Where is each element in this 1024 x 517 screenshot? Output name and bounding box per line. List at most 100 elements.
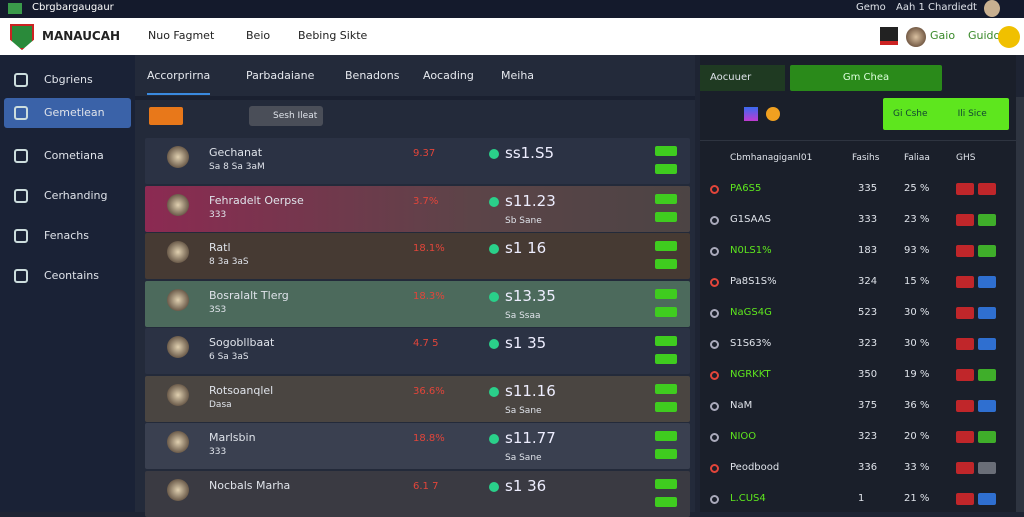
match-row[interactable]: Bosralalt Tlerg 3S3 18.3% s13.35 Sa Ssaa <box>145 280 690 327</box>
logo[interactable]: MANAUCAH <box>42 29 121 43</box>
odds-badge[interactable] <box>956 338 974 350</box>
user-avatar[interactable] <box>906 27 926 47</box>
match-row[interactable]: Marlsbin 333 18.8% s11.77 Sa Sane <box>145 423 690 469</box>
panel-button[interactable]: Gm Chea <box>790 65 942 91</box>
divider <box>135 96 695 100</box>
tab[interactable]: Accorprirna <box>147 55 211 95</box>
sidebar-item[interactable]: Cbgriens <box>44 73 93 86</box>
odds-dot <box>489 434 499 444</box>
badge[interactable] <box>655 449 677 459</box>
odds-badge[interactable] <box>956 276 974 288</box>
action-label[interactable]: Ili Sice <box>957 109 987 119</box>
team-sub: 6 Sa 3aS <box>209 352 249 362</box>
odds: s1 36 <box>505 476 547 495</box>
row-percent: 30 % <box>904 307 930 318</box>
app-icon <box>8 3 22 14</box>
action-button[interactable]: Gi Cshe Ili Sice <box>883 98 1009 130</box>
team-name: Marlsbin <box>209 431 256 444</box>
badge[interactable] <box>655 146 677 156</box>
sidebar-item[interactable]: Gemetlean <box>4 98 131 128</box>
row-percent: 20 % <box>904 431 930 442</box>
match-row[interactable]: Rotsoanqlel Dasa 36.6% s11.16 Sa Sane <box>145 375 690 422</box>
odds-badge[interactable] <box>978 276 996 288</box>
avatar[interactable] <box>984 0 1000 17</box>
odds-note: Sa Ssaa <box>505 310 541 321</box>
team-sub: Sa 8 Sa 3aM <box>209 162 265 172</box>
balance[interactable]: Guido <box>968 29 1001 42</box>
tab[interactable]: Parbadaiane <box>246 69 315 82</box>
sidebar-icon <box>14 73 28 87</box>
badge[interactable] <box>655 241 677 251</box>
sidebar-item[interactable]: Cerhanding <box>44 189 108 202</box>
tab[interactable]: Benadons <box>345 69 400 82</box>
odds-badge[interactable] <box>978 431 996 443</box>
filter-icon[interactable] <box>149 107 183 125</box>
odds-badge[interactable] <box>956 183 974 195</box>
odds-badge[interactable] <box>956 493 974 505</box>
odds-badge[interactable] <box>956 431 974 443</box>
flag[interactable] <box>880 27 898 45</box>
team-avatar <box>167 241 189 263</box>
team-name: Ratl <box>209 241 231 254</box>
badge[interactable] <box>655 164 677 174</box>
badge[interactable] <box>655 496 677 507</box>
odds-badge[interactable] <box>978 183 996 195</box>
badge[interactable] <box>655 288 677 299</box>
odds-badge[interactable] <box>956 307 974 319</box>
badge[interactable] <box>655 401 677 412</box>
odds-badge[interactable] <box>956 369 974 381</box>
badge[interactable] <box>655 354 677 364</box>
badge[interactable] <box>655 211 677 222</box>
odds-badge[interactable] <box>978 462 996 474</box>
team-avatar <box>167 193 189 216</box>
row-value: 350 <box>858 369 878 380</box>
action-label[interactable]: Gi Cshe <box>893 109 928 119</box>
badge[interactable] <box>655 306 677 317</box>
badge[interactable] <box>655 336 677 346</box>
odds-badge[interactable] <box>956 245 974 257</box>
divider <box>700 140 1016 141</box>
badge[interactable] <box>655 193 677 204</box>
nav-link[interactable]: Beio <box>246 29 271 42</box>
sidebar-item[interactable]: Cometiana <box>44 149 104 162</box>
top-link[interactable]: Aah 1 Chardiedt <box>896 2 977 13</box>
odds-badge[interactable] <box>956 214 974 226</box>
scrollbar[interactable] <box>1016 97 1024 512</box>
odds-badge[interactable] <box>978 369 996 381</box>
team-avatar <box>167 431 189 453</box>
odds-badge[interactable] <box>978 338 996 350</box>
odds-badge[interactable] <box>978 214 996 226</box>
sidebar-item[interactable]: Fenachs <box>44 229 89 242</box>
match-row[interactable]: Fehradelt Oerpse 333 3.7% s11.23 Sb Sane <box>145 185 690 232</box>
user-name[interactable]: Gaio <box>930 29 956 42</box>
badge[interactable] <box>655 383 677 394</box>
match-row[interactable]: Gechanat Sa 8 Sa 3aM 9.37 ss1.S5 <box>145 138 690 184</box>
nav-link[interactable]: Nuo Fagmet <box>148 29 215 42</box>
odds-badge[interactable] <box>978 245 996 257</box>
tab[interactable]: Meiha <box>501 69 535 82</box>
team-avatar <box>167 336 189 358</box>
coin[interactable] <box>998 26 1020 48</box>
odds-badge[interactable] <box>978 307 996 319</box>
team-name: Nocbals Marha <box>209 478 291 492</box>
row-name: N0LS1% <box>730 245 772 256</box>
tab[interactable]: Aocading <box>423 69 474 82</box>
badge[interactable] <box>655 431 677 441</box>
sidebar-item[interactable]: Ceontains <box>44 269 99 282</box>
row-icon <box>710 371 719 380</box>
odds-badge[interactable] <box>956 400 974 412</box>
icon <box>744 107 758 121</box>
badge[interactable] <box>655 259 677 269</box>
badge[interactable] <box>655 478 677 489</box>
match-row[interactable]: Sogobllbaat 6 Sa 3aS 4.7 5 s1 35 <box>145 328 690 374</box>
odds-badge[interactable] <box>978 400 996 412</box>
match-row[interactable]: Ratl 8 3a 3aS 18.1% s1 16 <box>145 233 690 279</box>
odds-badge[interactable] <box>978 493 996 505</box>
odds-badge[interactable] <box>956 462 974 474</box>
top-link[interactable]: Gemo <box>856 2 886 13</box>
match-row[interactable]: Nocbals Marha 6.1 7 s1 36 <box>145 470 690 517</box>
row-icon <box>710 464 719 473</box>
nav-link[interactable]: Bebing Sikte <box>298 29 368 42</box>
filter-button[interactable]: Sesh Ileat <box>249 106 323 126</box>
